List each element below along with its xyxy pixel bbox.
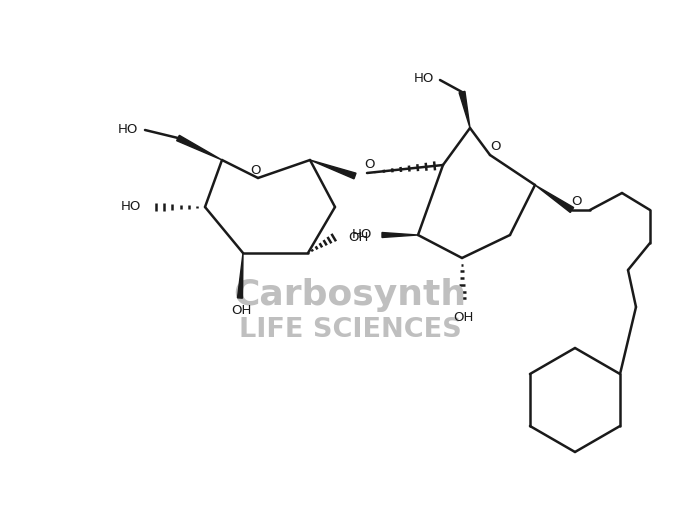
Text: OH: OH [453,310,473,323]
Polygon shape [459,92,470,128]
Text: OH: OH [231,304,251,317]
Text: HO: HO [414,72,434,85]
Text: Carbosynth: Carbosynth [233,278,466,312]
Text: O: O [571,194,581,207]
Polygon shape [382,232,418,238]
Text: O: O [250,163,260,176]
Text: HO: HO [118,123,139,136]
Text: LIFE SCIENCES: LIFE SCIENCES [239,317,461,343]
Text: OH: OH [348,230,368,243]
Polygon shape [535,185,574,213]
Polygon shape [310,160,356,179]
Polygon shape [237,253,243,298]
Text: O: O [364,158,374,171]
Text: HO: HO [121,200,141,213]
Polygon shape [177,135,222,160]
Text: O: O [490,139,500,152]
Text: HO: HO [351,228,372,241]
